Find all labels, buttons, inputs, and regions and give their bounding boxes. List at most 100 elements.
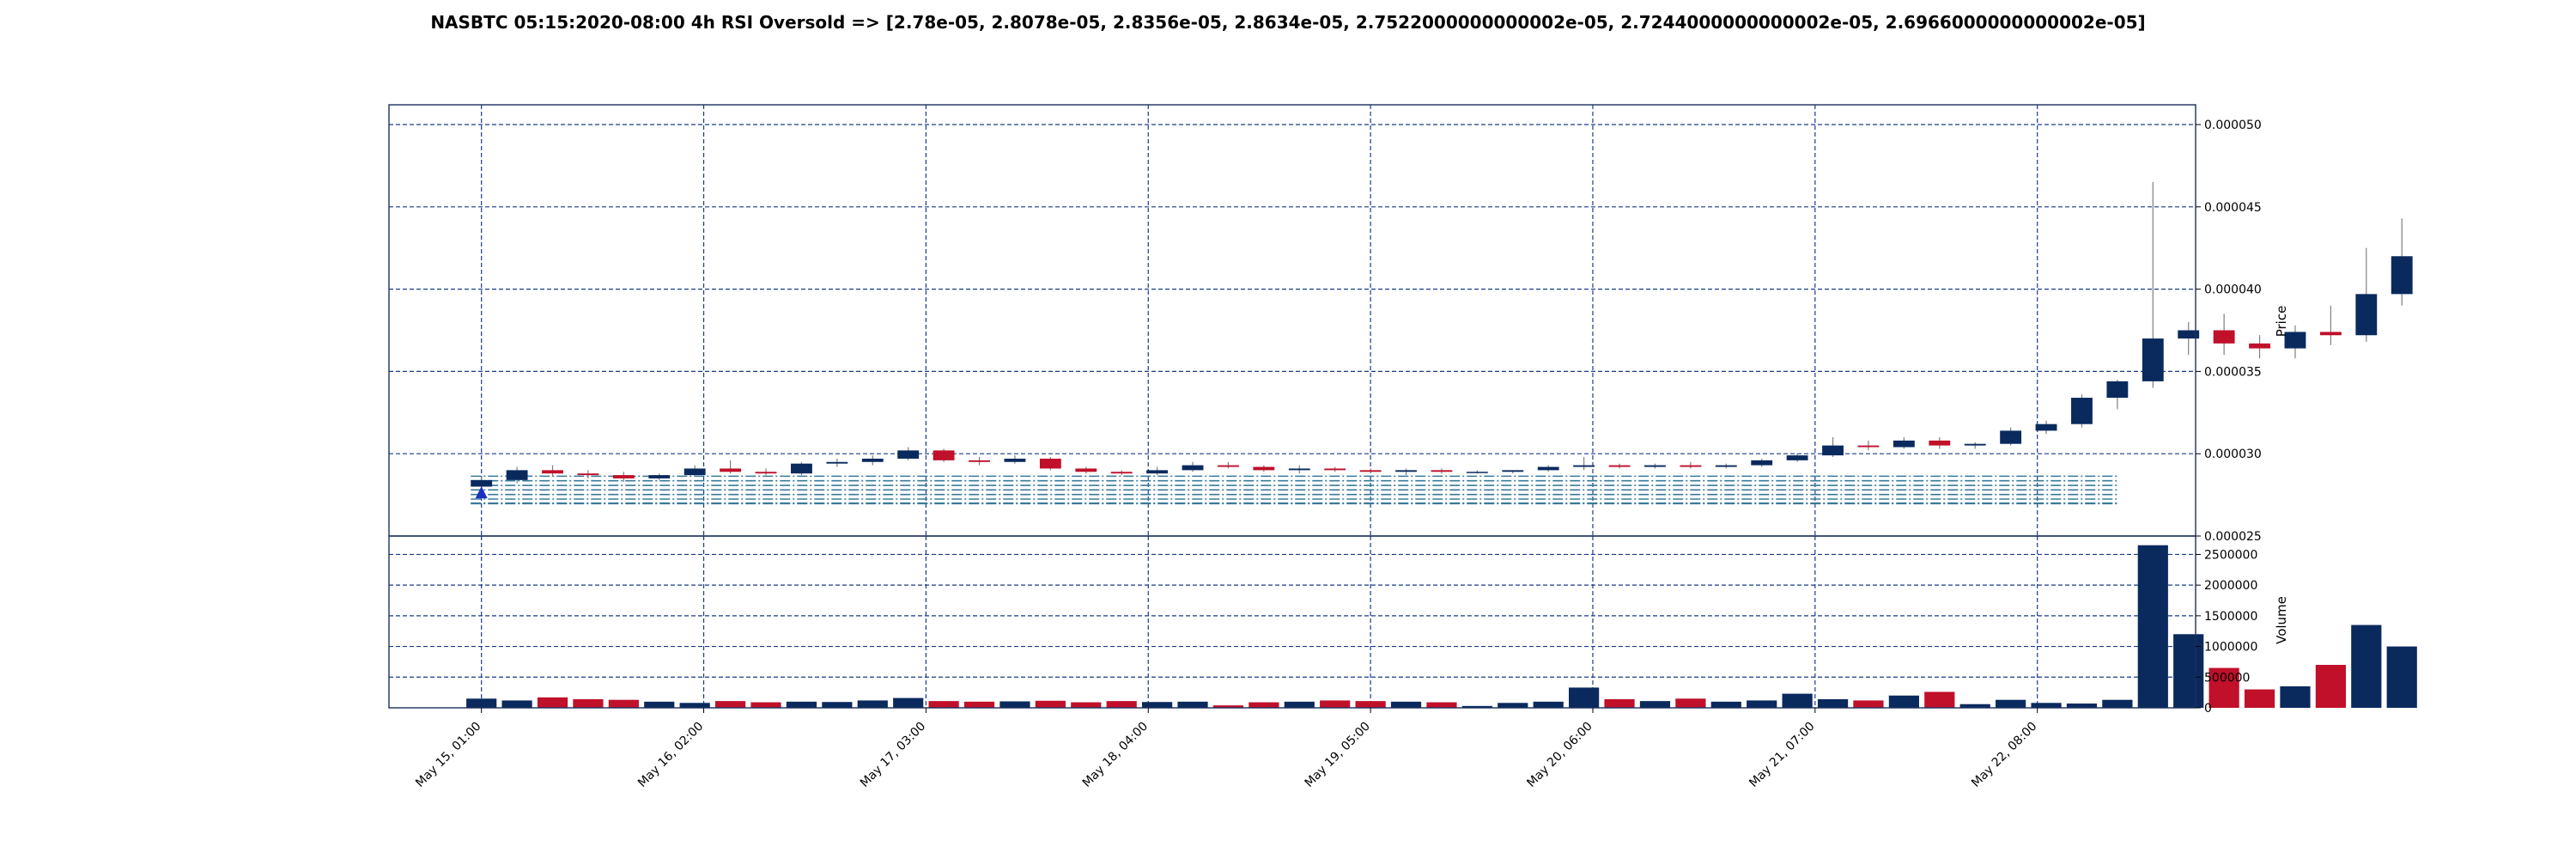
candle-body	[1182, 465, 1204, 471]
volume-bar	[857, 700, 888, 708]
volume-bar	[963, 701, 995, 708]
volume-bar	[928, 701, 959, 708]
volume-bar	[1461, 705, 1492, 708]
candle-body	[1537, 466, 1559, 471]
volume-bar	[1035, 700, 1066, 708]
candle-body	[1502, 470, 1524, 472]
volume-bar	[1747, 700, 1777, 708]
x-tick-label: May 19, 05:00	[1303, 720, 1373, 790]
volume-bar	[537, 697, 568, 708]
candle-body	[933, 450, 955, 460]
price-tick-label: 0.000045	[2204, 201, 2262, 215]
candle-body	[471, 479, 493, 487]
price-tick-label: 0.000025	[2204, 530, 2262, 544]
volume-tick-label: 1000000	[2204, 641, 2257, 655]
candle-body	[1110, 472, 1133, 474]
candle-body	[2319, 332, 2342, 336]
candle-body	[1218, 465, 1239, 467]
candle-body	[1608, 465, 1631, 467]
candles-layer	[471, 182, 2413, 490]
x-tick-label: May 16, 02:00	[635, 720, 706, 790]
candle-body	[1573, 465, 1595, 467]
candle-body	[1039, 458, 1061, 469]
volume-bar	[2244, 689, 2275, 708]
price-tick-label: 0.000030	[2204, 448, 2262, 461]
x-tick-label: May 15, 01:00	[413, 720, 483, 790]
candle-body	[683, 468, 706, 476]
signal-marker-layer	[475, 486, 488, 499]
volume-bar	[2208, 667, 2239, 708]
candle-body	[612, 475, 635, 478]
volume-grid	[389, 536, 2196, 708]
volume-tick-label: 2000000	[2204, 579, 2257, 593]
volume-bar	[1710, 701, 1741, 708]
volume-tick-label: 500000	[2204, 671, 2250, 685]
candle-body	[969, 460, 990, 462]
candle-body	[1857, 445, 1880, 448]
x-tick-label: May 21, 07:00	[1747, 720, 1817, 790]
candle-body	[2106, 381, 2129, 399]
volume-bar	[1675, 698, 1706, 708]
price-tick-label: 0.000035	[2204, 365, 2262, 379]
candle-body	[2035, 423, 2057, 431]
candle-body	[2071, 398, 2093, 424]
volume-bar	[893, 698, 924, 708]
volume-bar	[715, 701, 746, 708]
volume-bar	[2315, 665, 2346, 708]
volume-layer	[466, 545, 2417, 708]
candle-body	[1786, 455, 1808, 460]
volume-bar	[1249, 702, 1279, 708]
volume-bar	[1498, 703, 1528, 708]
x-tick-label: May 20, 06:00	[1524, 720, 1595, 790]
volume-axis-label: Volume	[2274, 596, 2289, 644]
volume-bar	[1355, 701, 1386, 708]
volume-bar	[644, 701, 675, 708]
candle-body	[861, 458, 884, 462]
volume-tick-label: 1500000	[2204, 610, 2257, 624]
price-grid	[389, 105, 2196, 536]
candle-body	[2213, 330, 2235, 344]
volume-tick-label: 2500000	[2204, 548, 2257, 562]
volume-bar	[573, 699, 604, 708]
candle-body	[1644, 465, 1666, 467]
volume-bar	[2031, 703, 2062, 708]
volume-bar	[1390, 701, 1422, 708]
candle-body	[577, 473, 599, 476]
candle-body	[1715, 465, 1737, 467]
price-frame	[388, 104, 2196, 537]
volume-bar	[1888, 695, 1919, 708]
candle-body	[791, 463, 812, 474]
volume-bar	[1142, 702, 1173, 708]
volume-bar	[999, 701, 1030, 708]
candle-body	[542, 470, 563, 474]
x-tick-label: May 22, 08:00	[1969, 720, 2039, 790]
candle-body	[2000, 430, 2022, 444]
volume-bar	[501, 700, 532, 708]
candle-body	[506, 470, 528, 480]
volume-bar	[1071, 702, 1102, 708]
signal-marker	[475, 486, 488, 499]
candle-body	[2284, 332, 2306, 349]
volume-bar	[1284, 701, 1315, 708]
candle-body	[1431, 470, 1453, 472]
candle-body	[2249, 343, 2270, 349]
candle-body	[1288, 468, 1310, 471]
volume-bar	[679, 703, 710, 708]
candle-body	[2142, 338, 2164, 381]
candle-body	[1146, 470, 1169, 474]
volume-bar	[2137, 545, 2168, 708]
volume-bar	[1639, 701, 1671, 708]
volume-frame	[388, 535, 2196, 709]
candle-body	[1964, 443, 1986, 446]
candle-body	[1395, 470, 1417, 472]
candle-body	[1466, 472, 1488, 473]
candle-body	[1822, 445, 1844, 456]
price-axis-label: Price	[2274, 306, 2289, 338]
chart-title: NASBTC 05:15:2020-08:00 4h RSI Oversold …	[430, 12, 2146, 33]
candle-body	[2178, 330, 2200, 339]
volume-bar	[2280, 686, 2311, 708]
volume-bar	[608, 699, 639, 708]
volume-bar	[1996, 699, 2026, 708]
price-tick-label: 0.000050	[2204, 119, 2262, 132]
